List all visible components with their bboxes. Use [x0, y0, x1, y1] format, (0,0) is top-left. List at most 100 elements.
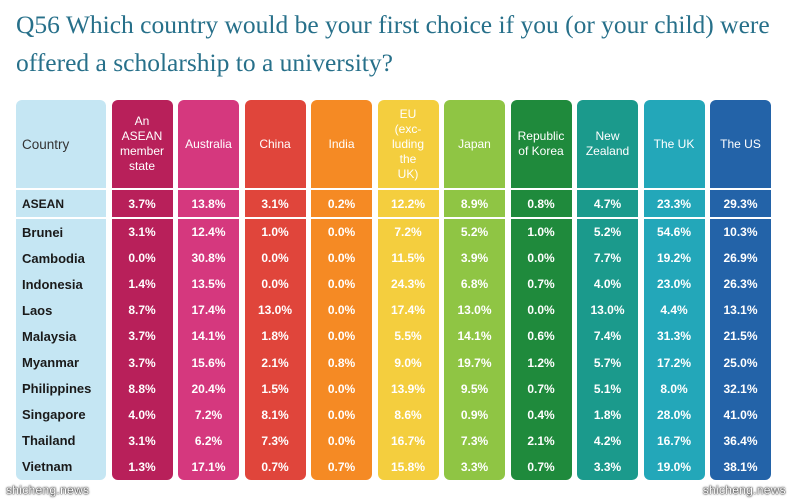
data-cell: 8.8%	[128, 381, 156, 396]
data-cell: 36.4%	[723, 433, 758, 448]
data-column: The UK 23.3% 54.6% 19.2% 23.0% 4.4% 31.3% 17.2%…	[643, 100, 705, 480]
data-cell: 19.7%	[457, 355, 492, 370]
data-cell: 23.0%	[656, 277, 692, 292]
data-cell: 9.5%	[460, 381, 489, 396]
data-cell: 0.7%	[527, 381, 555, 396]
watermark-right: shicheng.news	[702, 483, 786, 497]
country-label: Singapore	[22, 407, 86, 423]
data-column: Australia 13.8% 12.4% 30.8% 13.5% 17.4% 14.1% 1…	[178, 100, 239, 480]
data-cell: 8.6%	[394, 407, 422, 422]
row-separator	[244, 217, 306, 219]
data-cell: 13.0%	[257, 303, 293, 318]
data-cell: 5.7%	[593, 355, 622, 370]
data-cell: 31.3%	[656, 329, 692, 344]
data-column: Japan 8.9% 5.2% 3.9% 6.8% 13.0% 14.1% 19.7% 9.5%…	[444, 100, 505, 480]
country-label: Laos	[22, 302, 53, 318]
data-cell: 14.1%	[191, 329, 226, 344]
header-separator	[444, 188, 505, 190]
header-separator	[377, 188, 439, 190]
data-cell: 0.0%	[327, 381, 356, 396]
data-cell: 5.5%	[394, 329, 422, 344]
data-cell: 15.6%	[191, 355, 226, 370]
country-label: Indonesia	[22, 276, 83, 292]
data-column: EU (exc- luding the UK) 12.2% 7.2% 11.5% 24.…	[377, 100, 439, 480]
row-separator	[111, 217, 173, 219]
data-cell: 1.4%	[128, 277, 156, 292]
row-separator	[577, 217, 638, 219]
column-header: An ASEAN member state	[119, 114, 164, 173]
header-separator	[244, 188, 306, 190]
data-cell: 7.3%	[261, 433, 289, 448]
data-cell: 4.0%	[128, 407, 156, 422]
data-cell: 3.7%	[128, 196, 156, 211]
column-header: The US	[720, 136, 761, 151]
data-cell: 23.3%	[656, 196, 692, 211]
data-cell: 2.1%	[527, 433, 555, 448]
data-cell: 41.0%	[723, 407, 758, 422]
data-cell: 5.2%	[593, 225, 622, 240]
data-cell: 28.0%	[656, 407, 692, 422]
data-cell: 4.2%	[593, 433, 622, 448]
chart-title: Q56 Which country would be your first ch…	[16, 10, 770, 77]
data-cell: 13.1%	[723, 303, 758, 318]
data-cell: 3.3%	[593, 459, 622, 474]
row-separator	[311, 217, 372, 219]
data-cell: 0.0%	[327, 251, 356, 266]
data-cell: 1.0%	[527, 225, 555, 240]
data-cell: 6.8%	[460, 277, 489, 292]
data-cell: 0.0%	[327, 407, 356, 422]
data-cell: 1.3%	[128, 459, 156, 474]
data-cell: 0.8%	[327, 355, 356, 370]
data-cell: 4.4%	[660, 303, 688, 318]
data-cell: 3.9%	[460, 251, 489, 266]
row-separator	[444, 217, 505, 219]
country-label: Myanmar	[22, 355, 80, 371]
country-label: Cambodia	[22, 250, 85, 266]
country-column: Country ASEAN Brunei Cambodia Indonesia Laos M…	[16, 100, 106, 480]
data-cell: 8.1%	[261, 407, 289, 422]
data-cell: 9.0%	[394, 355, 422, 370]
data-cell: 54.6%	[656, 225, 692, 240]
data-cell: 14.1%	[457, 329, 492, 344]
data-cell: 7.4%	[593, 329, 622, 344]
column-header: The UK	[653, 136, 695, 151]
country-label: ASEAN	[22, 196, 65, 211]
data-cell: 12.4%	[191, 225, 226, 240]
header-separator	[16, 188, 106, 190]
data-cell: 13.8%	[191, 196, 226, 211]
row-separator	[377, 217, 439, 219]
data-cell: 2.1%	[261, 355, 289, 370]
column-header: New Zealand	[585, 129, 630, 158]
data-cell: 8.7%	[128, 303, 156, 318]
column-header: EU (exc- luding the UK)	[391, 106, 425, 181]
data-cell: 7.7%	[593, 251, 622, 266]
data-cell: 1.2%	[527, 355, 555, 370]
data-cell: 8.0%	[660, 381, 688, 396]
data-cell: 3.1%	[128, 433, 156, 448]
data-cell: 4.7%	[593, 196, 622, 211]
data-cell: 0.7%	[527, 277, 555, 292]
data-cell: 3.7%	[128, 355, 156, 370]
column-header: China	[259, 136, 291, 151]
data-cell: 0.4%	[527, 407, 555, 422]
country-label: Malaysia	[22, 328, 77, 344]
country-label: Thailand	[22, 433, 76, 449]
data-cell: 29.3%	[723, 196, 758, 211]
header-separator	[178, 188, 239, 190]
data-cell: 17.1%	[191, 459, 226, 474]
data-cell: 0.0%	[327, 225, 356, 240]
data-cell: 0.0%	[327, 277, 356, 292]
data-column: An ASEAN member state 3.7% 3.1% 0.0% 1.4% 8.7…	[111, 100, 173, 480]
data-cell: 20.4%	[191, 381, 226, 396]
data-cell: 15.8%	[390, 459, 426, 474]
data-column: China 3.1% 1.0% 0.0% 0.0% 13.0% 1.8% 2.1% 1.5% 8.…	[244, 100, 306, 480]
data-cell: 0.7%	[327, 459, 356, 474]
data-cell: 8.9%	[460, 196, 489, 211]
data-cell: 21.5%	[723, 329, 758, 344]
row-separator	[178, 217, 239, 219]
data-cell: 4.0%	[593, 277, 622, 292]
data-cell: 3.1%	[261, 196, 289, 211]
data-cell: 0.0%	[128, 251, 156, 266]
data-cell: 0.0%	[327, 303, 356, 318]
data-column: New Zealand 4.7% 5.2% 7.7% 4.0% 13.0% 7.4% 5.7%…	[577, 100, 638, 480]
